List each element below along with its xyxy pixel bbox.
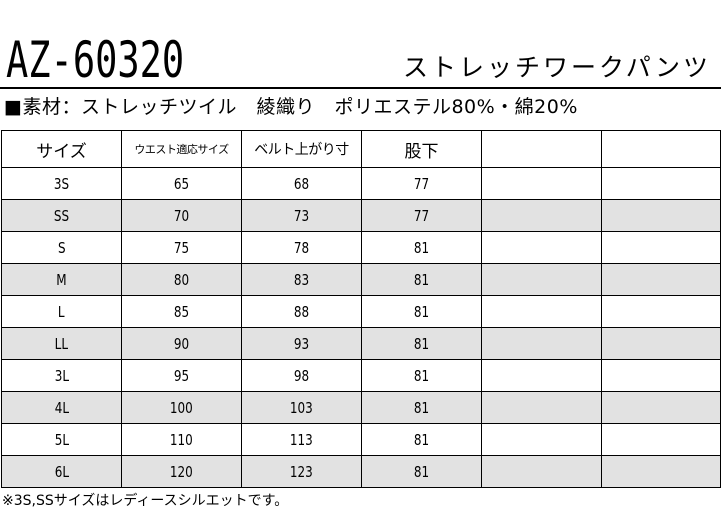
cell-empty (601, 359, 721, 392)
header-waist: ウエスト適応サイズ (121, 130, 242, 168)
cell-waist: 65 (121, 167, 242, 200)
cell-inseam: 81 (361, 327, 482, 360)
cell-size: 3L (1, 359, 122, 392)
material-line: ■素材：ストレッチツイル 綾織り ポリエステル80%・綿20% (4, 96, 578, 118)
cell-empty (601, 231, 721, 264)
cell-empty (481, 295, 602, 328)
cell-inseam: 81 (361, 359, 482, 392)
header-empty-2 (601, 130, 721, 168)
cell-empty (481, 263, 602, 296)
cell-belt: 68 (241, 167, 362, 200)
cell-empty (601, 295, 721, 328)
table-row: 4L 100 103 81 (1, 391, 721, 424)
cell-inseam: 81 (361, 231, 482, 264)
cell-empty (481, 423, 602, 456)
table-row: 3S 65 68 77 (1, 167, 721, 200)
cell-waist: 70 (121, 199, 242, 232)
cell-size: LL (1, 327, 122, 360)
cell-size: 6L (1, 455, 122, 488)
size-table: サイズ ウエスト適応サイズ ベルト上がり寸 股下 3S 65 68 77 SS … (1, 130, 721, 488)
cell-belt: 93 (241, 327, 362, 360)
cell-empty (601, 455, 721, 488)
cell-belt: 73 (241, 199, 362, 232)
cell-size: S (1, 231, 122, 264)
model-code: AZ-60320 (6, 31, 185, 89)
cell-empty (481, 327, 602, 360)
cell-belt: 98 (241, 359, 362, 392)
cell-waist: 85 (121, 295, 242, 328)
cell-empty (601, 423, 721, 456)
cell-size: 3S (1, 167, 122, 200)
table-row: 5L 110 113 81 (1, 423, 721, 456)
cell-waist: 75 (121, 231, 242, 264)
table-row: 3L 95 98 81 (1, 359, 721, 392)
header-size: サイズ (1, 130, 122, 168)
cell-belt: 103 (241, 391, 362, 424)
cell-empty (601, 327, 721, 360)
table-row: SS 70 73 77 (1, 199, 721, 232)
cell-empty (601, 167, 721, 200)
cell-inseam: 81 (361, 263, 482, 296)
cell-waist: 110 (121, 423, 242, 456)
cell-empty (481, 199, 602, 232)
header-divider (0, 87, 721, 89)
cell-inseam: 81 (361, 295, 482, 328)
cell-empty (601, 391, 721, 424)
cell-empty (601, 263, 721, 296)
cell-inseam: 77 (361, 167, 482, 200)
cell-waist: 80 (121, 263, 242, 296)
cell-belt: 113 (241, 423, 362, 456)
table-header-row: サイズ ウエスト適応サイズ ベルト上がり寸 股下 (1, 130, 721, 168)
cell-waist: 90 (121, 327, 242, 360)
cell-belt: 83 (241, 263, 362, 296)
table-row: 6L 120 123 81 (1, 455, 721, 488)
table-row: LL 90 93 81 (1, 327, 721, 360)
cell-empty (481, 391, 602, 424)
cell-size: 5L (1, 423, 122, 456)
cell-belt: 78 (241, 231, 362, 264)
cell-size: L (1, 295, 122, 328)
header-belt-rise: ベルト上がり寸 (241, 130, 362, 168)
cell-waist: 120 (121, 455, 242, 488)
cell-inseam: 81 (361, 391, 482, 424)
table-row: S 75 78 81 (1, 231, 721, 264)
cell-belt: 88 (241, 295, 362, 328)
footnote: ※3S,SSサイズはレディースシルエットです。 (2, 493, 289, 509)
cell-empty (481, 359, 602, 392)
header-empty-1 (481, 130, 602, 168)
cell-belt: 123 (241, 455, 362, 488)
cell-size: M (1, 263, 122, 296)
cell-empty (481, 167, 602, 200)
table-row: L 85 88 81 (1, 295, 721, 328)
cell-empty (481, 231, 602, 264)
cell-waist: 95 (121, 359, 242, 392)
cell-inseam: 81 (361, 455, 482, 488)
cell-size: 4L (1, 391, 122, 424)
product-name: ストレッチワークパンツ (402, 53, 711, 82)
cell-size: SS (1, 199, 122, 232)
header-inseam: 股下 (361, 130, 482, 168)
cell-waist: 100 (121, 391, 242, 424)
table-row: M 80 83 81 (1, 263, 721, 296)
cell-inseam: 77 (361, 199, 482, 232)
cell-inseam: 81 (361, 423, 482, 456)
cell-empty (601, 199, 721, 232)
cell-empty (481, 455, 602, 488)
